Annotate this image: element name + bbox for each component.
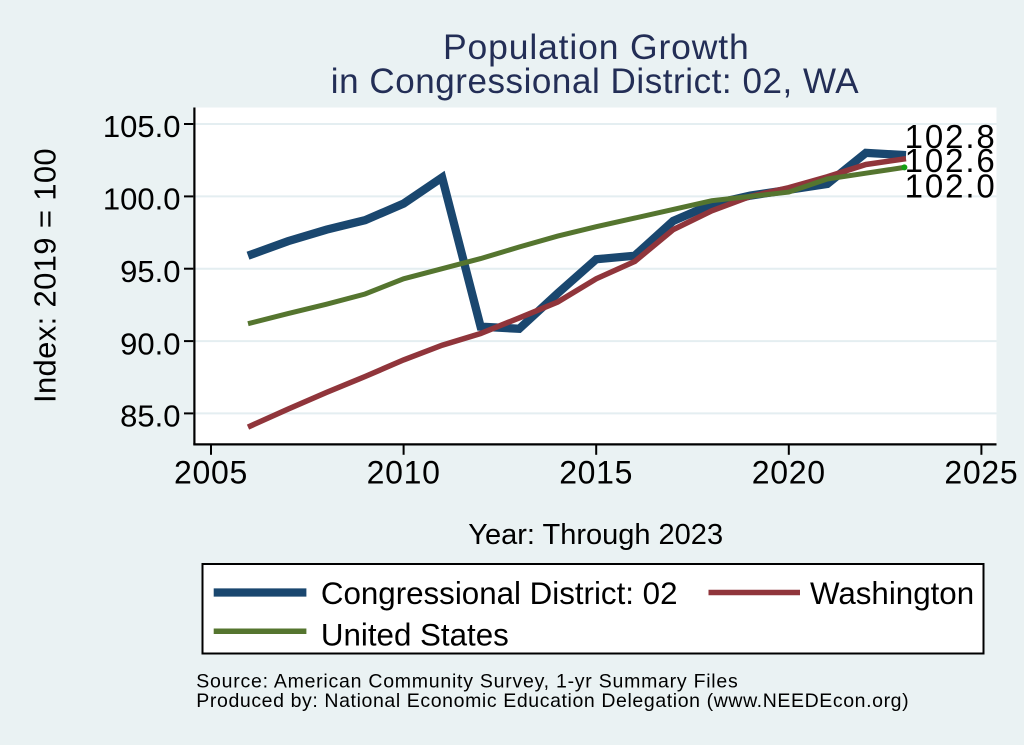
svg-text:in Congressional District: 02,: in Congressional District: 02, WA (331, 62, 860, 101)
svg-text:102.0: 102.0 (905, 168, 997, 205)
svg-text:Washington: Washington (810, 576, 974, 611)
svg-text:2005: 2005 (174, 454, 248, 490)
svg-text:Year: Through 2023: Year: Through 2023 (468, 519, 723, 551)
svg-text:102.6: 102.6 (905, 142, 997, 179)
svg-text:2025: 2025 (944, 454, 1018, 490)
svg-text:Source: American Community Sur: Source: American Community Survey, 1-yr … (196, 671, 738, 693)
svg-text:Congressional District: 02: Congressional District: 02 (321, 576, 678, 611)
svg-text:85.0: 85.0 (120, 399, 180, 434)
svg-text:2020: 2020 (752, 454, 826, 490)
svg-text:95.0: 95.0 (120, 254, 180, 289)
svg-text:Population Growth: Population Growth (443, 27, 750, 67)
svg-text:90.0: 90.0 (120, 326, 180, 361)
svg-text:105.0: 105.0 (103, 109, 181, 144)
svg-text:Produced by: National Economic: Produced by: National Economic Education… (196, 690, 909, 712)
svg-text:2010: 2010 (367, 454, 441, 490)
svg-text:United States: United States (321, 617, 509, 652)
svg-text:100.0: 100.0 (103, 182, 181, 217)
svg-text:Index: 2019 = 100: Index: 2019 = 100 (28, 148, 63, 403)
svg-text:102.8: 102.8 (905, 118, 997, 155)
svg-text:2015: 2015 (559, 454, 633, 490)
